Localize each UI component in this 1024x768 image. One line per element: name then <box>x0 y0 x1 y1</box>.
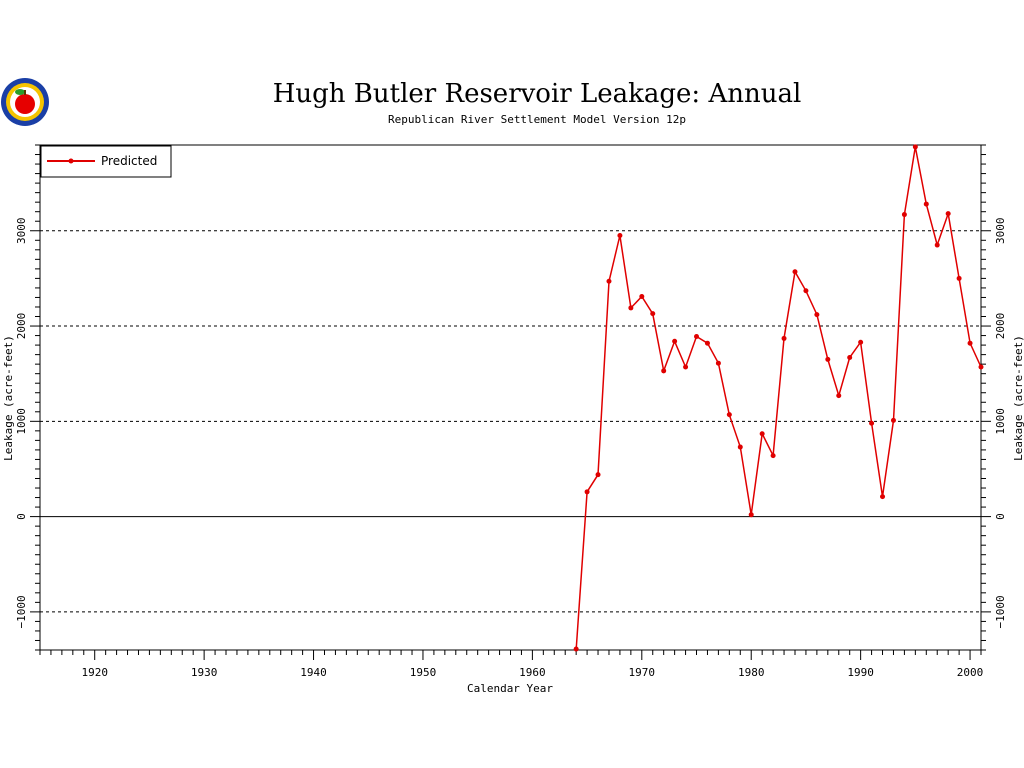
data-point <box>803 288 809 294</box>
y-tick-label-right: −1000 <box>994 595 1007 628</box>
data-point <box>573 646 579 652</box>
data-point <box>858 339 864 345</box>
series-layer <box>573 144 984 652</box>
data-point <box>726 412 732 418</box>
data-point <box>628 305 634 311</box>
y-tick-label-left: 1000 <box>15 408 28 435</box>
apple-seal-icon <box>1 78 49 126</box>
data-point <box>661 368 667 374</box>
y-tick-label-right: 3000 <box>994 218 1007 245</box>
legend: Predicted <box>40 145 172 178</box>
y-tick-label-left: −1000 <box>15 595 28 628</box>
x-tick-label: 1930 <box>191 666 218 679</box>
data-point <box>617 233 623 239</box>
y-tick-label-left: 0 <box>15 513 28 520</box>
data-point <box>912 144 918 150</box>
data-point <box>836 393 842 399</box>
data-point <box>606 278 612 284</box>
data-point <box>781 335 787 341</box>
x-tick-label: 1950 <box>410 666 437 679</box>
data-point <box>978 364 984 370</box>
data-point <box>639 294 645 299</box>
data-point <box>890 417 896 423</box>
x-tick-label: 2000 <box>957 666 984 679</box>
data-point <box>847 354 853 360</box>
x-axis-ticks: 1920 1930 1940 1950 1960 1970 1980 1990 2000 <box>39 650 984 679</box>
legend-marker <box>68 158 74 164</box>
data-point <box>650 311 656 317</box>
x-tick-label: 1990 <box>847 666 874 679</box>
data-point <box>748 512 754 518</box>
grid-lines <box>40 230 981 613</box>
x-tick-label: 1960 <box>519 666 546 679</box>
y-tick-label-left: 3000 <box>15 218 28 245</box>
chart-title: Hugh Butler Reservoir Leakage: Annual <box>273 79 802 109</box>
chart-subtitle: Republican River Settlement Model Versio… <box>388 113 686 126</box>
x-tick-label: 1940 <box>300 666 327 679</box>
data-point <box>595 472 601 478</box>
y-axis-label-left: Leakage (acre-feet) <box>2 335 15 461</box>
data-point <box>770 453 776 459</box>
data-point <box>945 211 951 217</box>
legend-label-predicted: Predicted <box>101 154 157 168</box>
data-point <box>792 269 798 275</box>
x-tick-label: 1980 <box>738 666 765 679</box>
y-tick-label-right: 1000 <box>994 408 1007 435</box>
series-line-predicted <box>575 146 982 650</box>
data-point <box>694 334 700 340</box>
data-point <box>704 340 710 346</box>
data-point <box>683 364 689 370</box>
data-point <box>880 494 886 500</box>
data-point <box>715 360 721 366</box>
x-tick-label: 1920 <box>81 666 108 679</box>
data-point <box>869 420 875 426</box>
data-point <box>584 489 590 495</box>
y-axis-label-right: Leakage (acre-feet) <box>1012 335 1024 461</box>
y-tick-label-right: 2000 <box>994 313 1007 340</box>
data-point <box>737 444 743 450</box>
data-point <box>934 242 940 248</box>
data-point <box>672 338 678 344</box>
data-point <box>901 212 907 218</box>
data-point <box>759 431 765 437</box>
y-tick-label-left: 2000 <box>15 313 28 340</box>
data-point <box>814 312 820 318</box>
data-point <box>825 356 831 362</box>
x-axis-label: Calendar Year <box>467 682 553 695</box>
x-tick-label: 1970 <box>629 666 656 679</box>
y-axis-ticks: −1000 −1000 0 0 1000 1000 2000 2000 3000 3000 <box>15 144 1007 651</box>
data-point <box>967 340 973 346</box>
data-point <box>956 275 962 281</box>
data-point <box>923 201 929 207</box>
y-tick-label-right: 0 <box>994 513 1007 520</box>
